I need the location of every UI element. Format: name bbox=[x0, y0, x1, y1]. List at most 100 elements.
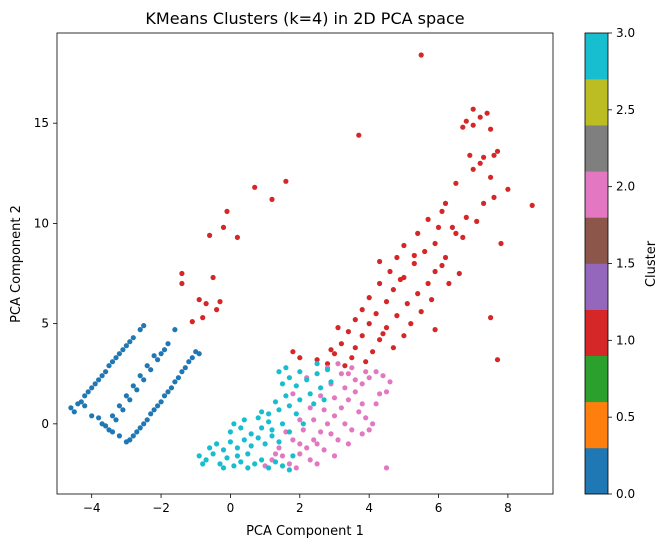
scatter-point-cluster-0 bbox=[130, 335, 136, 341]
scatter-point-cluster-3 bbox=[307, 391, 313, 397]
scatter-point-cluster-0 bbox=[148, 411, 154, 417]
scatter-point-cluster-2 bbox=[290, 437, 296, 443]
scatter-point-cluster-3 bbox=[290, 453, 296, 459]
scatter-point-cluster-3 bbox=[231, 421, 237, 427]
scatter-point-cluster-3 bbox=[286, 429, 292, 435]
scatter-point-cluster-1 bbox=[404, 301, 410, 307]
scatter-point-cluster-3 bbox=[283, 365, 289, 371]
scatter-point-cluster-0 bbox=[127, 437, 133, 443]
scatter-point-cluster-1 bbox=[432, 268, 438, 275]
scatter-point-cluster-1 bbox=[179, 280, 185, 287]
scatter-point-cluster-0 bbox=[116, 403, 122, 409]
scatter-point-cluster-2 bbox=[321, 407, 327, 413]
scatter-point-cluster-0 bbox=[141, 377, 147, 383]
scatter-point-cluster-2 bbox=[345, 371, 351, 377]
scatter-point-cluster-0 bbox=[182, 365, 188, 371]
scatter-point-cluster-2 bbox=[359, 381, 365, 387]
scatter-point-cluster-1 bbox=[470, 166, 476, 172]
scatter-point-cluster-2 bbox=[304, 445, 310, 451]
scatter-point-cluster-1 bbox=[449, 224, 455, 230]
scatter-point-cluster-0 bbox=[71, 409, 77, 415]
scatter-point-cluster-2 bbox=[335, 361, 341, 367]
scatter-point-cluster-0 bbox=[151, 353, 157, 359]
scatter-point-cluster-0 bbox=[144, 363, 150, 369]
scatter-point-cluster-3 bbox=[293, 411, 299, 417]
scatter-point-cluster-2 bbox=[359, 431, 365, 437]
scatter-point-cluster-1 bbox=[359, 333, 365, 339]
scatter-point-cluster-1 bbox=[470, 122, 476, 128]
scatter-point-cluster-2 bbox=[349, 365, 355, 371]
points-layer bbox=[68, 52, 535, 473]
scatter-point-cluster-2 bbox=[321, 447, 327, 453]
scatter-point-cluster-3 bbox=[234, 445, 240, 451]
colorbar-segment bbox=[585, 171, 608, 218]
scatter-point-cluster-1 bbox=[467, 152, 473, 158]
scatter-point-cluster-1 bbox=[425, 280, 431, 287]
colorbar-tick-label: 1.0 bbox=[616, 333, 635, 347]
colorbar-segment bbox=[585, 263, 608, 310]
scatter-point-cluster-1 bbox=[352, 345, 358, 351]
colorbar-segment bbox=[585, 447, 608, 495]
scatter-point-cluster-3 bbox=[304, 377, 310, 383]
scatter-point-cluster-3 bbox=[321, 397, 327, 403]
scatter-point-cluster-0 bbox=[92, 381, 98, 387]
scatter-point-cluster-3 bbox=[314, 361, 320, 367]
scatter-point-cluster-2 bbox=[370, 421, 376, 427]
scatter-point-cluster-3 bbox=[241, 437, 247, 443]
scatter-point-cluster-1 bbox=[435, 224, 442, 230]
scatter-point-cluster-1 bbox=[463, 214, 469, 220]
scatter-point-cluster-0 bbox=[189, 355, 195, 361]
scatter-point-cluster-3 bbox=[220, 447, 227, 453]
scatter-point-cluster-1 bbox=[377, 280, 383, 287]
colorbar-tick-label: 0.0 bbox=[616, 487, 635, 501]
scatter-point-cluster-1 bbox=[415, 291, 421, 297]
colorbar-ticks: 0.0 0.5 1.0 1.5 2.0 2.5 3.0 bbox=[608, 26, 635, 501]
scatter-point-cluster-1 bbox=[477, 114, 483, 120]
scatter-point-cluster-1 bbox=[491, 194, 497, 200]
scatter-point-cluster-0 bbox=[155, 403, 161, 409]
scatter-point-cluster-2 bbox=[373, 369, 379, 375]
scatter-point-cluster-1 bbox=[283, 178, 289, 184]
scatter-point-cluster-3 bbox=[210, 451, 216, 457]
scatter-point-cluster-2 bbox=[377, 391, 383, 397]
scatter-point-cluster-3 bbox=[269, 427, 275, 433]
scatter-point-cluster-1 bbox=[220, 224, 227, 230]
scatter-point-cluster-1 bbox=[446, 280, 452, 287]
colorbar-segment bbox=[585, 309, 608, 356]
scatter-point-cluster-3 bbox=[227, 429, 233, 435]
scatter-point-cluster-3 bbox=[266, 411, 272, 417]
scatter-point-cluster-1 bbox=[290, 349, 296, 355]
scatter-point-cluster-3 bbox=[220, 465, 227, 471]
y-tick-label: 5 bbox=[41, 317, 49, 331]
scatter-point-cluster-0 bbox=[137, 327, 143, 333]
scatter-point-cluster-1 bbox=[394, 313, 400, 319]
scatter-point-cluster-2 bbox=[293, 465, 299, 471]
scatter-point-cluster-0 bbox=[165, 341, 171, 347]
scatter-point-cluster-2 bbox=[387, 379, 393, 385]
scatter-point-cluster-1 bbox=[456, 270, 462, 277]
scatter-point-cluster-1 bbox=[411, 252, 417, 259]
scatter-point-cluster-0 bbox=[113, 355, 119, 361]
scatter-point-cluster-2 bbox=[279, 453, 286, 459]
scatter-point-cluster-1 bbox=[189, 319, 195, 325]
scatter-point-cluster-1 bbox=[505, 186, 511, 192]
scatter-point-cluster-2 bbox=[335, 437, 341, 443]
scatter-point-cluster-3 bbox=[328, 379, 334, 385]
scatter-point-cluster-1 bbox=[394, 254, 400, 261]
scatter-point-cluster-2 bbox=[300, 427, 306, 433]
scatter-point-cluster-3 bbox=[227, 439, 233, 445]
scatter-point-cluster-2 bbox=[342, 421, 348, 427]
scatter-point-cluster-1 bbox=[494, 148, 501, 154]
scatter-point-cluster-2 bbox=[331, 413, 338, 419]
scatter-point-cluster-0 bbox=[130, 433, 136, 439]
scatter-point-cluster-1 bbox=[338, 341, 344, 347]
scatter-point-cluster-1 bbox=[269, 196, 275, 202]
scatter-point-cluster-0 bbox=[116, 433, 122, 439]
colorbar-label: Cluster bbox=[644, 240, 659, 287]
scatter-point-cluster-0 bbox=[141, 323, 147, 329]
scatter-point-cluster-0 bbox=[96, 415, 102, 421]
scatter-point-cluster-3 bbox=[279, 463, 286, 469]
scatter-point-cluster-3 bbox=[238, 425, 244, 431]
scatter-point-cluster-2 bbox=[307, 457, 313, 463]
